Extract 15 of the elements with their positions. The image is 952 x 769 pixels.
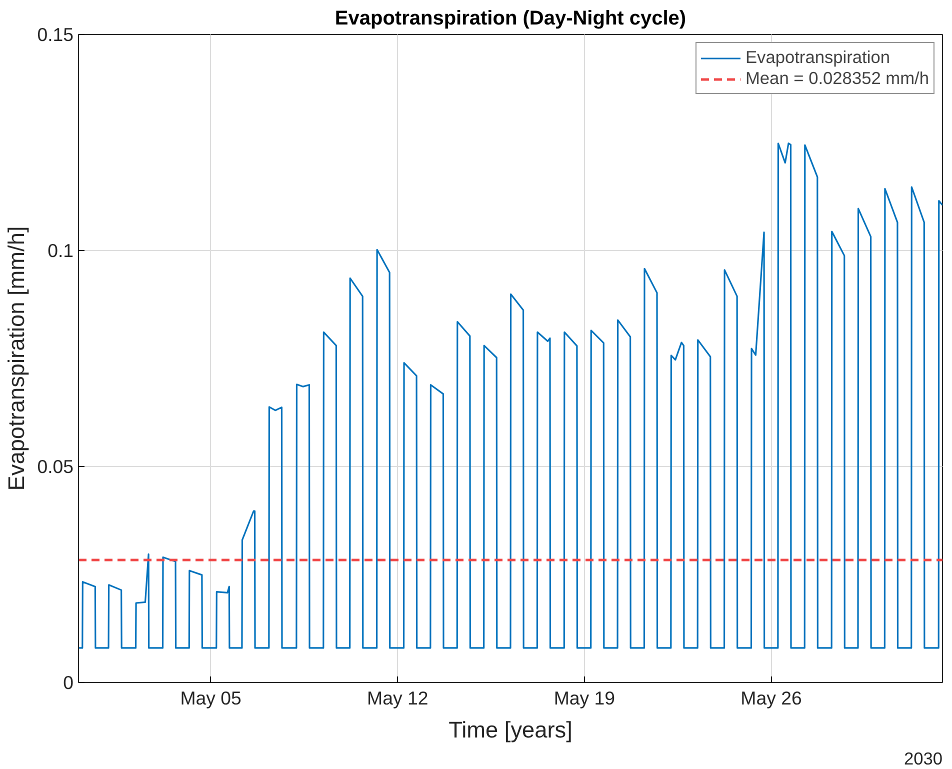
y-tick-label: 0.05 xyxy=(37,456,74,477)
text: 2030 xyxy=(904,748,943,768)
x-tick-label: May 05 xyxy=(180,688,242,708)
x-tick-label: May 12 xyxy=(367,688,428,708)
legend-label: Mean = 0.028352 mm/h xyxy=(745,68,929,89)
y-tick-label: 0.15 xyxy=(37,24,74,45)
x-tick-label: May 19 xyxy=(554,688,616,708)
x-tick-label: May 26 xyxy=(740,688,802,708)
chart-title: Evapotranspiration (Day-Night cycle) xyxy=(334,8,686,30)
y-axis-title: Evapotranspiration [mm/h] xyxy=(3,226,30,491)
x-axis-title: Time [years] xyxy=(448,716,572,742)
legend-label: Evapotranspiration xyxy=(745,47,890,68)
y-tick-label: 0.1 xyxy=(48,240,74,261)
line-series xyxy=(78,142,942,649)
y-tick-label: 0 xyxy=(63,672,74,693)
